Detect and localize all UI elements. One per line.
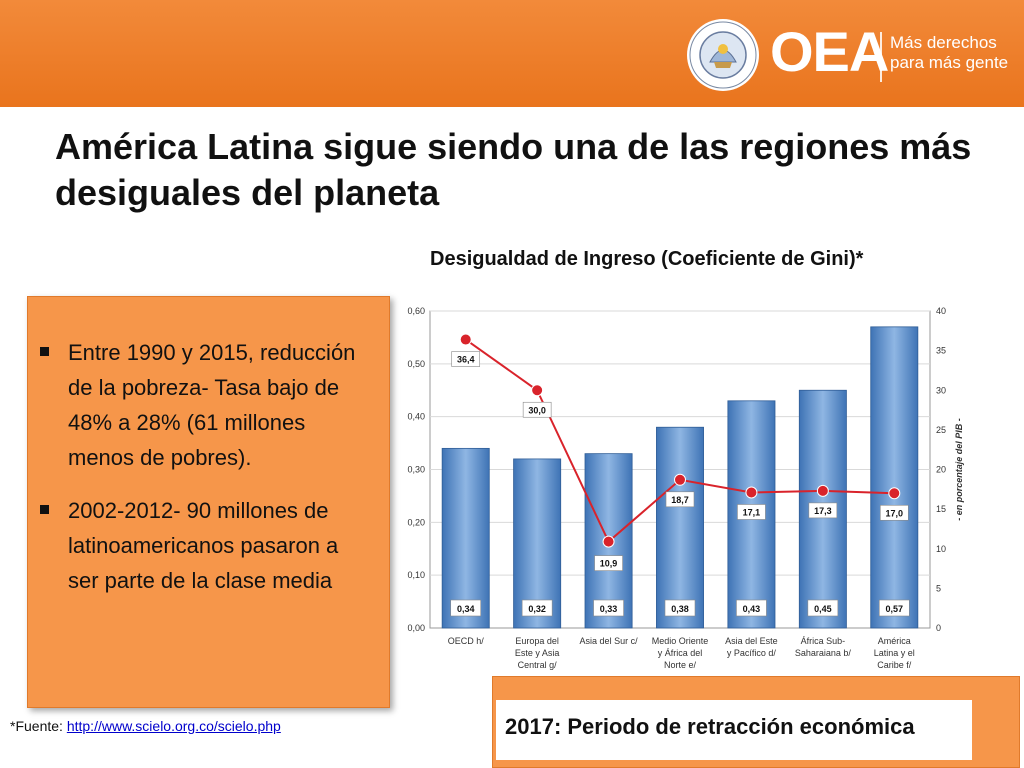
line-label-box	[451, 351, 481, 367]
tagline-line-1: Más derechos	[890, 33, 997, 52]
source-link[interactable]: http://www.scielo.org.co/scielo.php	[66, 718, 281, 734]
line-value-label: 30,0	[528, 405, 546, 415]
square-bullet-icon	[40, 505, 49, 514]
right-tick-label: 15	[936, 504, 946, 514]
line-value-label: 10,9	[600, 559, 618, 569]
bar-label-box	[878, 599, 910, 617]
gini-chart: 0,00 0,10 0,20 0,30 0,40 0,50 0,60 0 5 10 15 20 25 30…	[407, 306, 964, 670]
oea-seal-icon	[687, 19, 759, 91]
line-label-box	[594, 555, 623, 571]
line-point	[745, 486, 758, 499]
line-label-box	[879, 504, 909, 521]
line-label-box	[808, 502, 838, 519]
line-point	[674, 473, 686, 486]
bullet-box: Entre 1990 y 2015, reducción de la pobre…	[27, 296, 390, 708]
right-tick-label: 5	[936, 583, 941, 593]
bar-label-box	[736, 599, 767, 617]
bar	[441, 447, 490, 629]
header-bar: OEA Más derechos para más gente	[0, 0, 1024, 107]
line-value-label: 17,3	[814, 506, 832, 516]
right-tick-label: 25	[936, 425, 946, 435]
line-point	[888, 487, 901, 500]
logo-divider	[880, 32, 882, 82]
category-label: Asia del Este	[725, 636, 778, 646]
bar	[870, 326, 919, 629]
category-label: Latina y el	[874, 648, 915, 658]
slide-title: América Latina sigue siendo una de las r…	[55, 126, 972, 213]
oea-logo-text: OEA	[770, 20, 889, 83]
left-tick-label: 0,00	[407, 623, 425, 633]
right-tick-label: 30	[936, 385, 946, 395]
right-tick-label: 35	[936, 346, 946, 356]
left-tick-label: 0,60	[407, 306, 425, 316]
bar-label-box	[521, 599, 553, 617]
line-label-box	[737, 504, 766, 520]
left-tick-label: 0,20	[407, 517, 425, 527]
bar-label-box	[450, 599, 482, 617]
line-point	[816, 484, 829, 497]
category-label: Norte e/	[664, 660, 697, 670]
bullet-item: Entre 1990 y 2015, reducción de la pobre…	[40, 335, 371, 475]
bar-value-label: 0,45	[814, 604, 832, 614]
source-note: *Fuente: http://www.scielo.org.co/scielo…	[10, 718, 281, 734]
line-point	[602, 535, 615, 548]
bar-value-label: 0,57	[886, 604, 904, 614]
category-label: Europa del	[515, 636, 559, 646]
bar-value-label: 0,34	[457, 604, 475, 614]
category-label: OECD h/	[448, 636, 485, 646]
category-label: Central g/	[518, 660, 558, 670]
line-value-label: 17,1	[743, 507, 761, 517]
logo-tagline: Más derechos para más gente	[890, 33, 1008, 73]
tagline-line-2: para más gente	[890, 53, 1009, 72]
bar	[656, 426, 704, 629]
line-point	[459, 333, 472, 346]
category-label: América	[878, 636, 911, 646]
category-label: Medio Oriente	[652, 636, 709, 646]
left-tick-label: 0,10	[407, 570, 425, 580]
right-tick-label: 0	[936, 623, 941, 633]
square-bullet-icon	[40, 347, 49, 356]
category-label: Asia del Sur c/	[580, 636, 639, 646]
bar-value-label: 0,43	[743, 604, 761, 614]
left-tick-label: 0,30	[407, 465, 425, 475]
category-label: y África del	[658, 648, 703, 658]
category-label: Este y Asia	[515, 648, 560, 658]
bar-value-label: 0,33	[600, 604, 618, 614]
chart-title: Desigualdad de Ingreso (Coeficiente de G…	[430, 248, 864, 270]
left-tick-label: 0,40	[407, 412, 425, 422]
right-axis-label: - en porcentaje del PIB -	[954, 418, 964, 521]
line-label-box	[665, 491, 695, 508]
left-tick-label: 0,50	[407, 359, 425, 369]
bullet-item: 2002-2012- 90 millones de latinoamerican…	[40, 493, 371, 598]
line-value-label: 36,4	[457, 355, 475, 365]
bar-label-box	[807, 599, 839, 617]
category-label: Caribe f/	[877, 660, 912, 670]
source-label: *Fuente:	[10, 718, 67, 734]
category-label: África Sub-	[801, 636, 846, 646]
bar-label-box	[664, 599, 696, 617]
category-label: Saharaiana b/	[795, 648, 852, 658]
bottom-banner-text: 2017: Periodo de retracción económica	[505, 714, 915, 739]
bar-value-label: 0,32	[528, 604, 546, 614]
bullet-text: Entre 1990 y 2015, reducción de la pobre…	[68, 340, 356, 470]
bullet-list: Entre 1990 y 2015, reducción de la pobre…	[28, 297, 389, 598]
category-label: y Pacífico d/	[727, 648, 777, 658]
right-tick-label: 40	[936, 306, 946, 316]
line-value-label: 18,7	[671, 495, 689, 505]
right-tick-label: 10	[936, 544, 946, 554]
bar-value-label: 0,38	[671, 604, 689, 614]
bar-label-box	[593, 599, 624, 617]
right-tick-label: 20	[936, 465, 946, 475]
bottom-banner-inner	[496, 700, 972, 760]
line-point	[531, 384, 544, 397]
bullet-text: 2002-2012- 90 millones de latinoamerican…	[68, 498, 339, 593]
line-label-box	[522, 401, 552, 418]
line-value-label: 17,0	[886, 508, 904, 518]
